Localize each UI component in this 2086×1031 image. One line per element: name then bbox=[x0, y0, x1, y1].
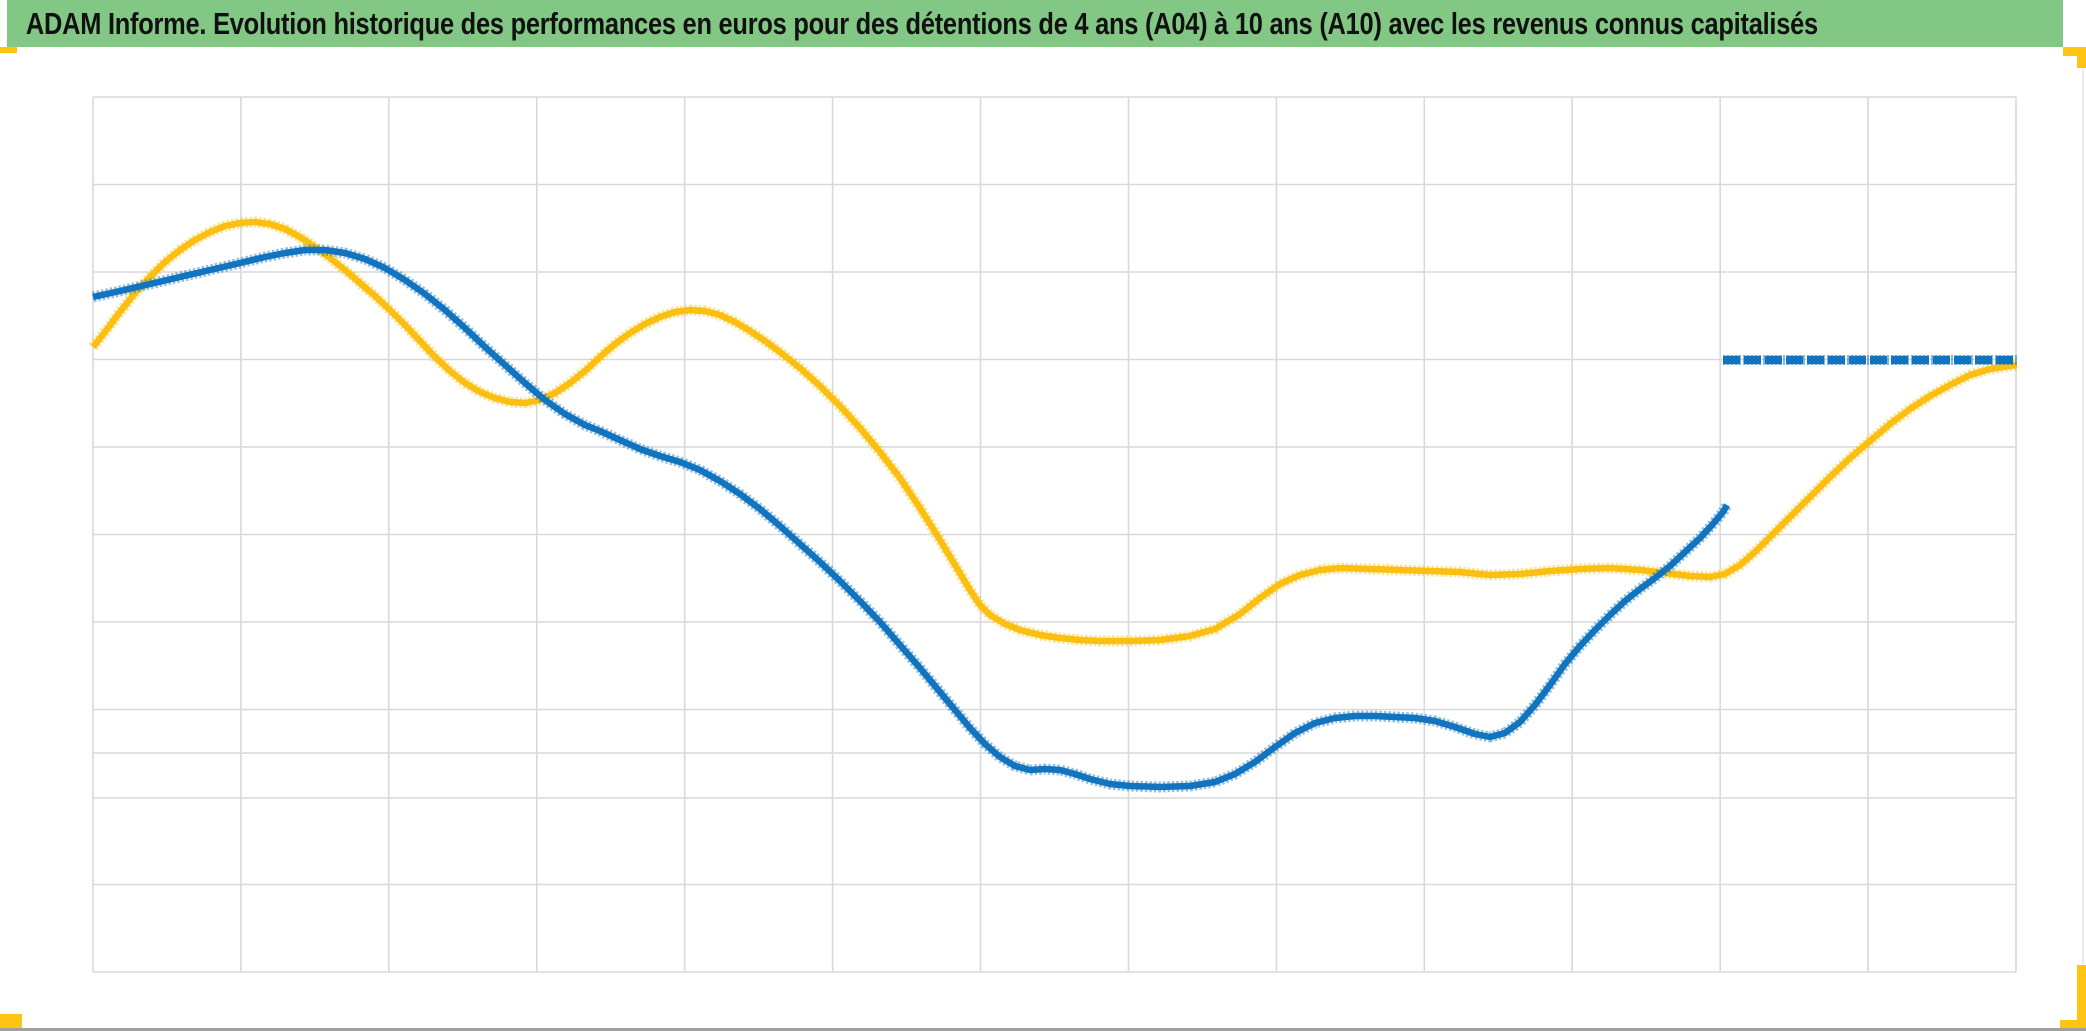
page-title: ADAM Informe. Evolution historique des p… bbox=[25, 5, 1818, 41]
series-blue-halo bbox=[91, 244, 1732, 793]
corner-accent-bottom-right-horizontal bbox=[2060, 1020, 2086, 1031]
corner-accent-top-right-horizontal bbox=[2063, 47, 2086, 56]
chart-series bbox=[88, 216, 2018, 793]
corner-accent-bottom-right-vertical bbox=[2077, 965, 2086, 1031]
corner-accent-top-right-vertical bbox=[2077, 47, 2086, 68]
series-gold-line bbox=[90, 218, 2018, 645]
title-bar: ADAM Informe. Evolution historique des p… bbox=[7, 0, 2063, 47]
bottom-divider-rule bbox=[0, 1028, 2086, 1031]
corner-accent-bottom-left bbox=[0, 1014, 22, 1029]
gridlines bbox=[92, 96, 2017, 973]
series-blue-line bbox=[92, 246, 1730, 791]
series-gold-halo bbox=[88, 216, 2018, 647]
corner-accent-top-left bbox=[0, 47, 17, 53]
